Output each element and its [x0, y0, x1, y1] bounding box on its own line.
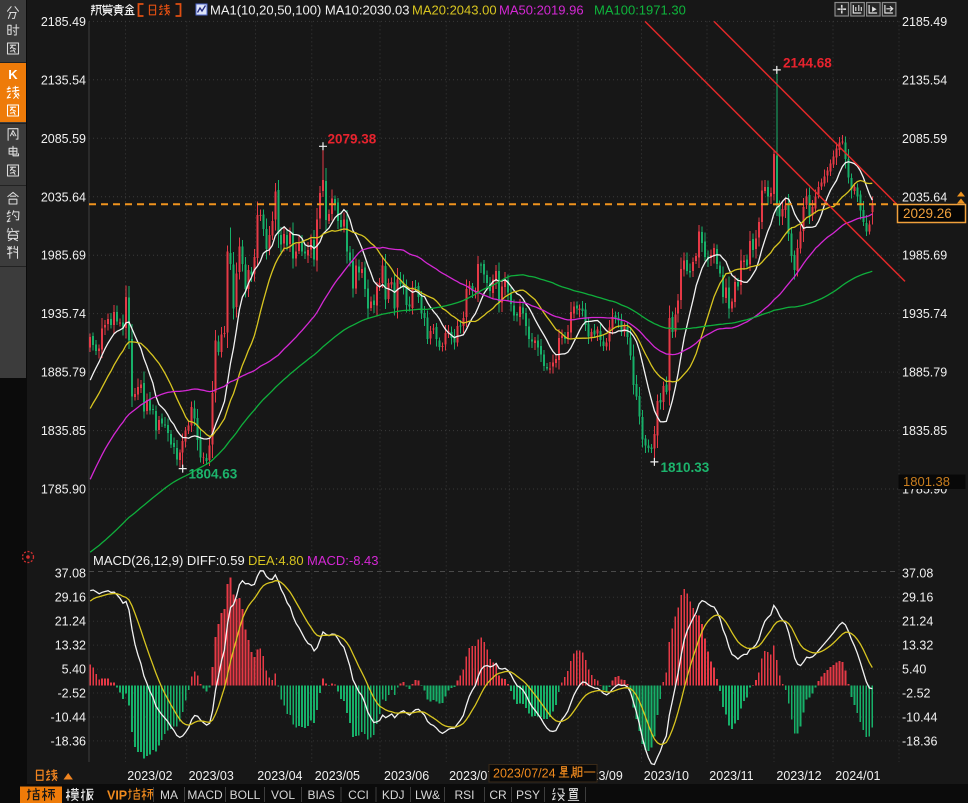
svg-text:2024/01: 2024/01 — [835, 769, 880, 783]
svg-text:13.32: 13.32 — [902, 639, 933, 653]
svg-text:CCI: CCI — [348, 788, 369, 802]
svg-text:-2.52: -2.52 — [58, 687, 87, 701]
svg-text:1985.69: 1985.69 — [41, 249, 86, 263]
svg-text:2023/03: 2023/03 — [189, 769, 234, 783]
svg-text:2185.49: 2185.49 — [41, 15, 86, 29]
svg-text:DEA:4.80: DEA:4.80 — [248, 553, 304, 568]
svg-text:-10.44: -10.44 — [902, 710, 937, 724]
svg-text:21.24: 21.24 — [902, 615, 933, 629]
svg-text:KDJ: KDJ — [382, 788, 405, 802]
svg-text:21.24: 21.24 — [55, 615, 86, 629]
svg-text:2135.54: 2135.54 — [41, 73, 86, 87]
svg-text:-10.44: -10.44 — [51, 710, 86, 724]
svg-text:MA100:1971.30: MA100:1971.30 — [594, 3, 686, 18]
svg-text:2185.49: 2185.49 — [902, 15, 947, 29]
svg-text:RSI: RSI — [454, 788, 474, 802]
svg-text:PSY: PSY — [516, 788, 540, 802]
svg-text:MACD(26,12,9) DIFF:0.59: MACD(26,12,9) DIFF:0.59 — [93, 553, 245, 568]
svg-text:5.40: 5.40 — [902, 663, 926, 677]
svg-text:2023/04: 2023/04 — [257, 769, 302, 783]
svg-text:MA50:2019.96: MA50:2019.96 — [499, 3, 584, 18]
svg-text:2023/12: 2023/12 — [776, 769, 821, 783]
svg-text:MA: MA — [160, 788, 178, 802]
svg-text:1810.33: 1810.33 — [661, 460, 710, 475]
svg-text:29.16: 29.16 — [902, 591, 933, 605]
svg-text:1935.74: 1935.74 — [41, 307, 86, 321]
svg-text:MA1(10,20,50,100) MA10:2030.0: MA1(10,20,50,100) MA10:2030.03 — [210, 3, 409, 18]
svg-text:VIP: VIP — [107, 789, 127, 803]
svg-text:1885.79: 1885.79 — [41, 366, 86, 380]
svg-text:VOL: VOL — [271, 788, 295, 802]
svg-text:2023/02: 2023/02 — [127, 769, 172, 783]
svg-text:2035.64: 2035.64 — [41, 190, 86, 204]
svg-text:-2.52: -2.52 — [902, 687, 931, 701]
svg-text:1835.85: 1835.85 — [41, 424, 86, 438]
svg-text:2144.68: 2144.68 — [783, 56, 832, 71]
svg-text:LW&: LW& — [415, 788, 440, 802]
svg-text:MACD: MACD — [187, 788, 223, 802]
svg-text:2035.64: 2035.64 — [902, 190, 947, 204]
svg-text:2023/11: 2023/11 — [709, 769, 753, 783]
svg-text:5.40: 5.40 — [62, 663, 86, 677]
svg-text:2085.59: 2085.59 — [41, 132, 86, 146]
svg-text:2023/07: 2023/07 — [449, 769, 494, 783]
svg-text:K: K — [8, 67, 18, 82]
svg-text:37.08: 37.08 — [902, 567, 933, 581]
svg-text:MA20:2043.00: MA20:2043.00 — [412, 3, 497, 18]
svg-text:2135.54: 2135.54 — [902, 73, 947, 87]
svg-text:1785.90: 1785.90 — [41, 483, 86, 497]
svg-text:37.08: 37.08 — [55, 567, 86, 581]
svg-text:CR: CR — [489, 788, 507, 802]
svg-text:2023/10: 2023/10 — [644, 769, 689, 783]
svg-text:BOLL: BOLL — [230, 788, 261, 802]
svg-text:2029.26: 2029.26 — [903, 206, 952, 221]
svg-text:-18.36: -18.36 — [902, 734, 937, 748]
svg-text:1804.63: 1804.63 — [189, 467, 238, 482]
svg-text:1885.79: 1885.79 — [902, 366, 947, 380]
svg-text:1985.69: 1985.69 — [902, 249, 947, 263]
svg-text:MACD:-8.43: MACD:-8.43 — [307, 553, 379, 568]
svg-text:2023/07/24: 2023/07/24 — [493, 767, 556, 781]
svg-text:2023/06: 2023/06 — [384, 769, 429, 783]
svg-text:29.16: 29.16 — [55, 591, 86, 605]
svg-text:BIAS: BIAS — [308, 788, 335, 802]
svg-text:1935.74: 1935.74 — [902, 307, 947, 321]
svg-text:2023/05: 2023/05 — [315, 769, 360, 783]
svg-text:2085.59: 2085.59 — [902, 132, 947, 146]
svg-text:1801.38: 1801.38 — [903, 474, 950, 489]
svg-text:2079.38: 2079.38 — [328, 132, 377, 147]
svg-text:-18.36: -18.36 — [51, 734, 86, 748]
svg-text:1835.85: 1835.85 — [902, 424, 947, 438]
svg-text:13.32: 13.32 — [55, 639, 86, 653]
